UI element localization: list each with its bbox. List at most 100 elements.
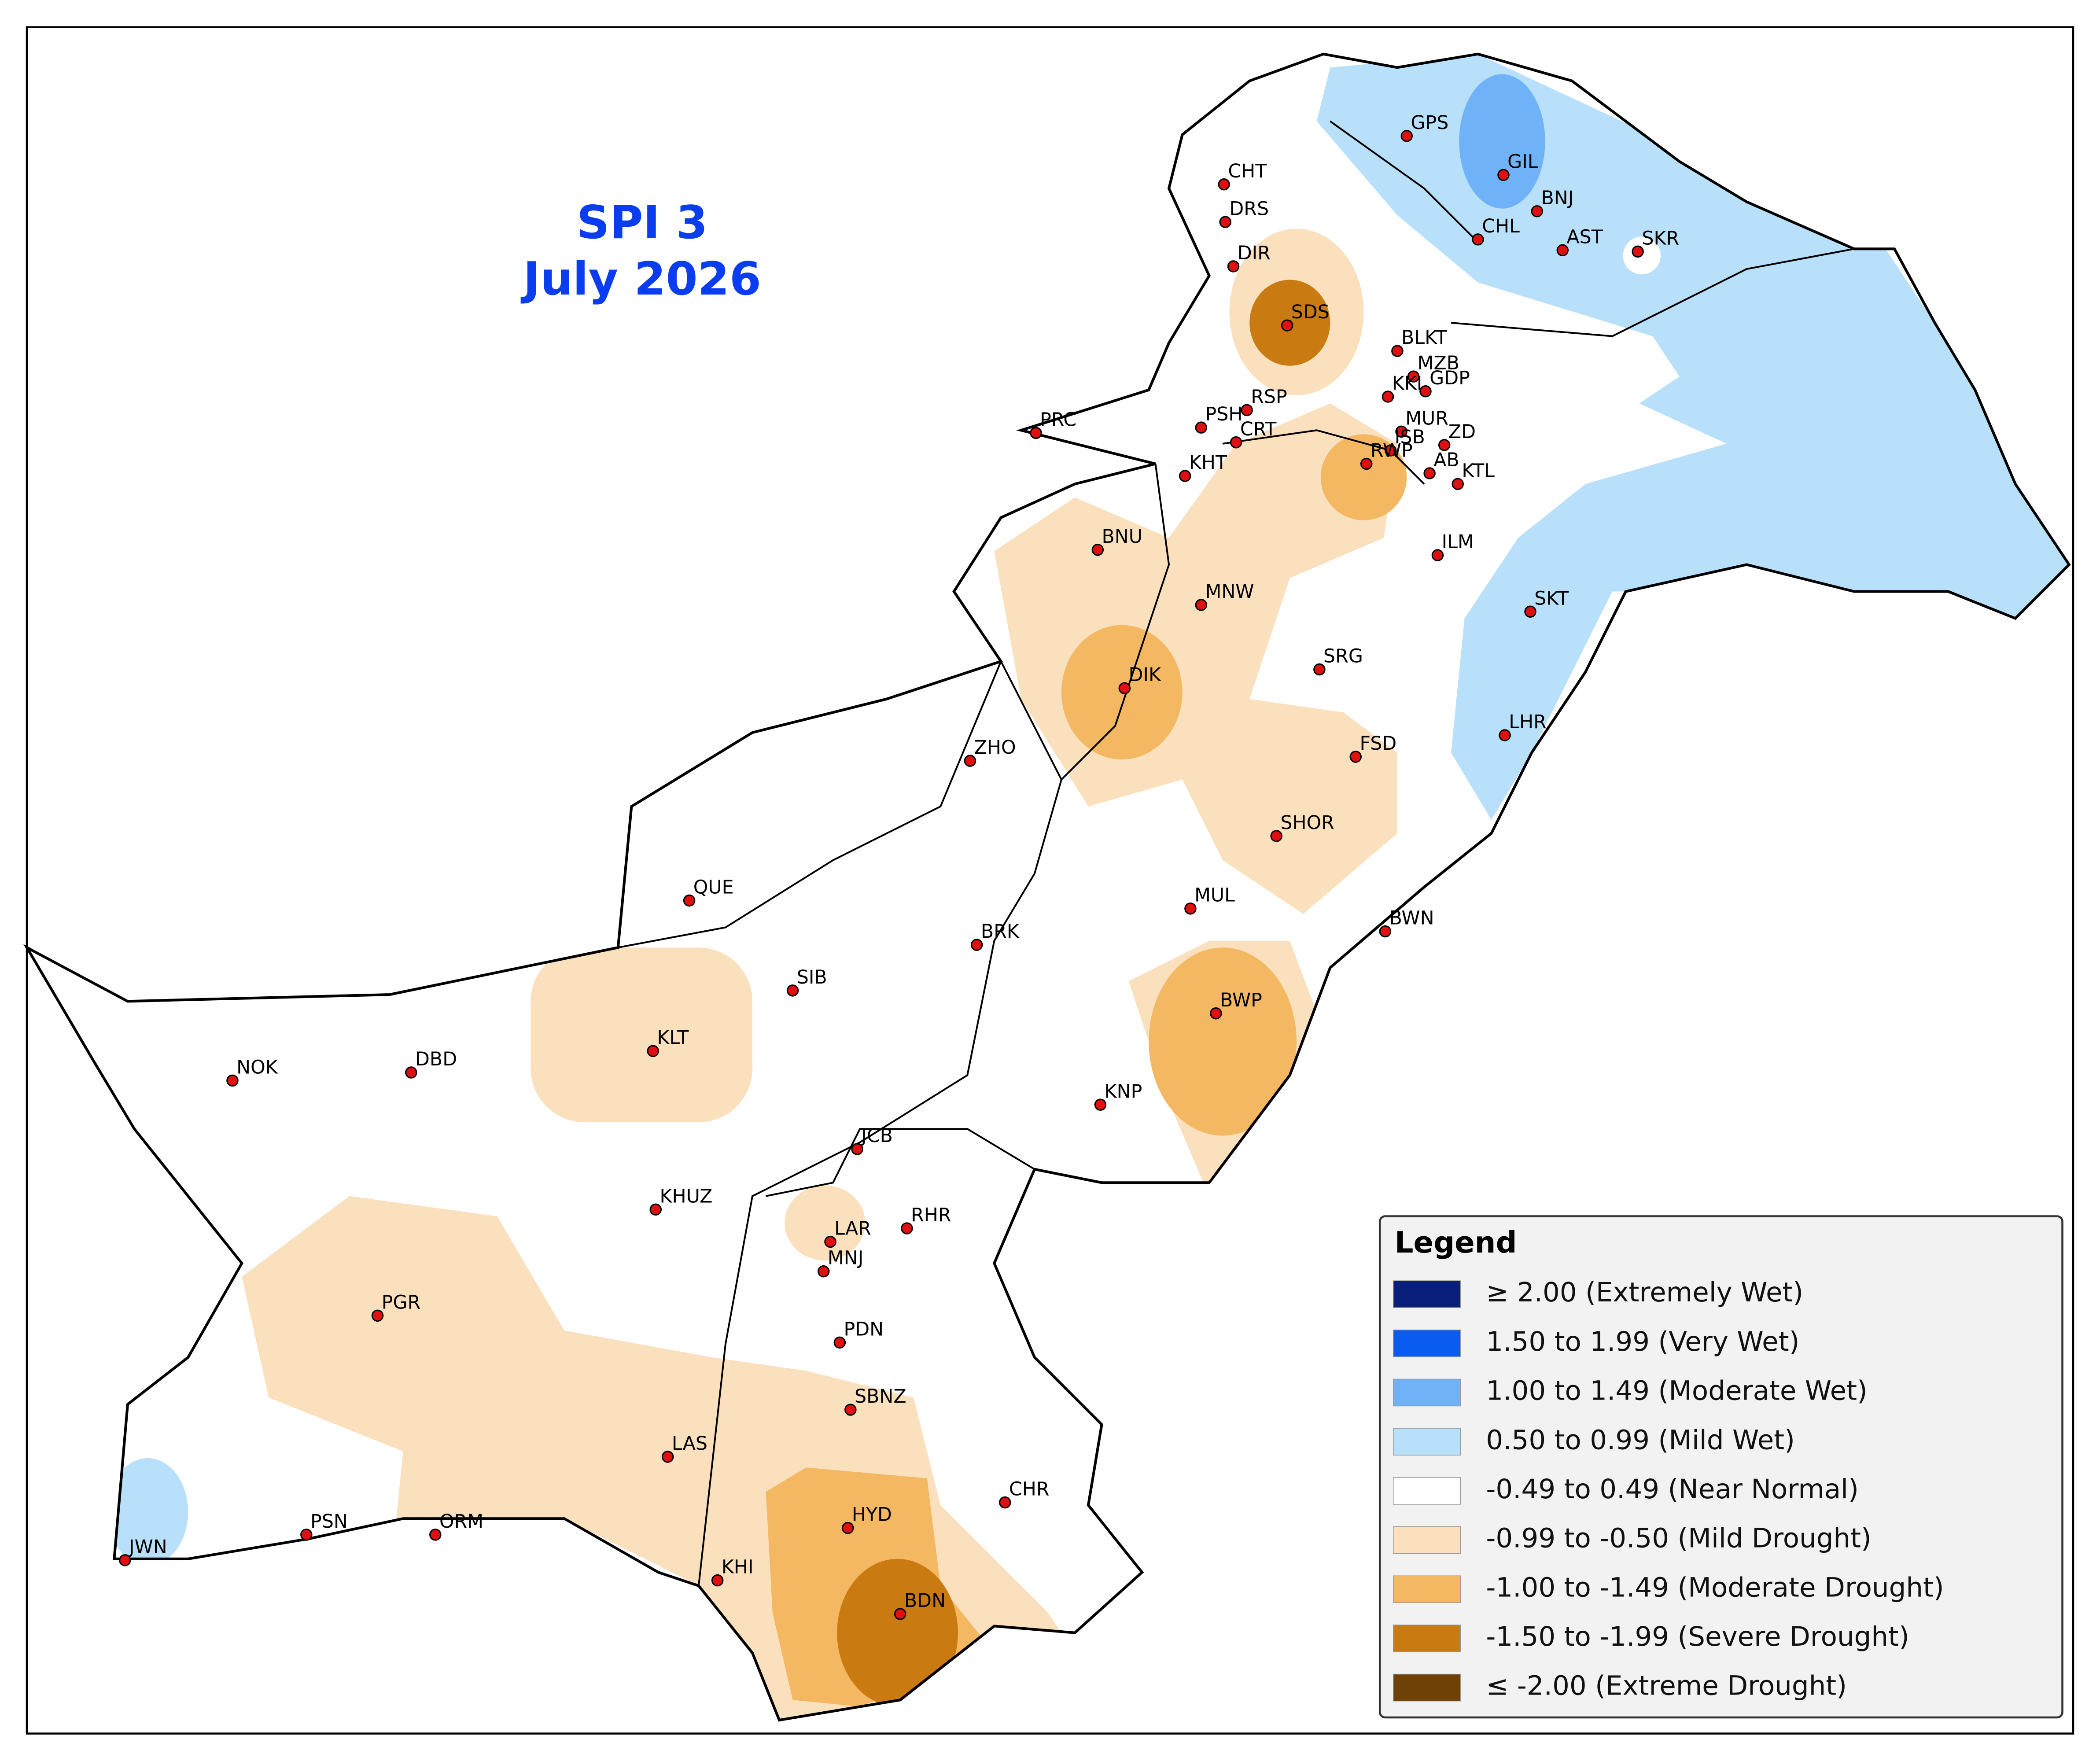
station-marker	[1349, 751, 1362, 763]
station-label: KNP	[1105, 1080, 1142, 1102]
station-label: ILM	[1442, 531, 1474, 553]
station-marker	[1531, 205, 1544, 217]
station-label: LHR	[1509, 711, 1547, 733]
station-label: CHT	[1228, 160, 1267, 182]
station-label: GIL	[1507, 151, 1538, 173]
station-marker	[1313, 663, 1326, 676]
station-label: KLT	[657, 1027, 689, 1049]
station-label: HYD	[852, 1504, 892, 1526]
map-subtitle: July 2026	[520, 253, 761, 306]
legend-label: 1.00 to 1.49 (Moderate Wet)	[1486, 1375, 1868, 1407]
station-label: LAS	[672, 1433, 707, 1455]
legend-swatch	[1393, 1477, 1461, 1505]
station-marker	[1227, 260, 1240, 273]
station-label: KTL	[1462, 460, 1495, 482]
legend-swatch	[1393, 1526, 1461, 1554]
station-label: SIB	[797, 966, 827, 988]
station-marker	[1184, 902, 1197, 915]
legend-label: ≤ -2.00 (Extreme Drought)	[1486, 1670, 1847, 1702]
station-marker	[662, 1451, 674, 1463]
moderate-drought-area	[1149, 947, 1297, 1136]
moderate-wet-area	[1459, 74, 1545, 209]
station-label: BNJ	[1541, 187, 1573, 209]
station-label: MUL	[1194, 884, 1235, 906]
legend-label: -1.00 to -1.49 (Moderate Drought)	[1486, 1572, 1944, 1603]
legend-swatch	[1393, 1625, 1461, 1652]
station-label: MNW	[1205, 581, 1254, 603]
station-marker	[1195, 599, 1208, 611]
station-label: JWN	[128, 1536, 167, 1558]
legend-swatch	[1393, 1673, 1461, 1702]
station-marker	[841, 1522, 854, 1534]
station-marker	[1270, 830, 1282, 842]
station-label: KHUZ	[659, 1185, 712, 1207]
station-label: MNJ	[828, 1247, 863, 1269]
legend-box	[1378, 1215, 2063, 1719]
station-label: AB	[1433, 449, 1459, 471]
station-marker	[901, 1222, 913, 1234]
station-marker	[1091, 544, 1104, 556]
legend-label: 0.50 to 0.99 (Mild Wet)	[1486, 1424, 1795, 1456]
station-label: SKT	[1534, 587, 1569, 609]
station-marker	[300, 1529, 313, 1541]
mild-drought-area	[785, 1185, 866, 1261]
station-label: CHL	[1482, 215, 1520, 237]
legend-label: -1.50 to -1.99 (Severe Drought)	[1486, 1621, 1909, 1652]
station-marker	[970, 939, 983, 951]
legend-swatch	[1393, 1575, 1461, 1603]
moderate-drought-area	[1320, 434, 1407, 520]
station-marker	[1632, 245, 1644, 258]
station-label: ISB	[1395, 426, 1425, 448]
map-title: SPI 3	[577, 196, 708, 249]
station-marker	[1281, 319, 1293, 332]
mild-wet-area	[107, 1458, 188, 1566]
station-marker	[1438, 439, 1451, 451]
station-marker	[1452, 478, 1464, 490]
station-label: ORM	[439, 1511, 483, 1533]
legend-title: Legend	[1395, 1225, 1517, 1260]
station-marker	[1195, 421, 1208, 434]
station-label: GDP	[1429, 367, 1470, 389]
station-label: DIK	[1129, 664, 1161, 686]
station-label: SDS	[1291, 301, 1330, 323]
station-marker	[119, 1554, 131, 1566]
station-label: RSP	[1251, 386, 1287, 408]
station-label: NOK	[236, 1056, 278, 1078]
station-marker	[1419, 385, 1432, 398]
station-label: CRT	[1240, 418, 1277, 440]
station-label: BDN	[904, 1590, 946, 1612]
station-label: KHT	[1189, 452, 1227, 474]
legend-swatch	[1393, 1428, 1461, 1456]
station-marker	[786, 984, 799, 997]
station-marker	[405, 1066, 417, 1079]
station-marker	[1556, 244, 1569, 257]
station-label: PSN	[310, 1511, 348, 1533]
station-label: MUR	[1405, 407, 1448, 429]
station-label: SRG	[1323, 645, 1363, 667]
station-label: BLKT	[1401, 327, 1448, 349]
station-label: PSH	[1205, 403, 1242, 425]
legend-label: -0.99 to -0.50 (Mild Drought)	[1486, 1523, 1872, 1554]
legend-swatch	[1393, 1280, 1461, 1308]
station-marker	[1395, 425, 1407, 438]
station-marker	[851, 1143, 863, 1155]
station-label: ZD	[1448, 421, 1476, 443]
station-marker	[1360, 457, 1373, 470]
station-label: QUE	[693, 876, 734, 898]
station-marker	[1030, 427, 1042, 439]
station-marker	[711, 1574, 724, 1587]
legend-swatch	[1393, 1378, 1461, 1407]
station-label: PDN	[844, 1318, 884, 1340]
station-label: DRS	[1229, 198, 1269, 220]
station-label: CHR	[1009, 1478, 1050, 1500]
station-marker	[1524, 605, 1536, 618]
legend: Legend ≥ 2.00 (Extremely Wet) 1.50 to 1.9…	[1378, 1215, 2063, 1719]
station-marker	[818, 1265, 830, 1278]
station-label: KKI	[1392, 372, 1422, 394]
station-label: LAR	[834, 1218, 871, 1240]
legend-label: -0.49 to 0.49 (Near Normal)	[1486, 1474, 1859, 1505]
severe-drought-area	[837, 1559, 958, 1707]
station-marker	[1431, 549, 1444, 561]
mild-drought-area	[531, 947, 753, 1122]
